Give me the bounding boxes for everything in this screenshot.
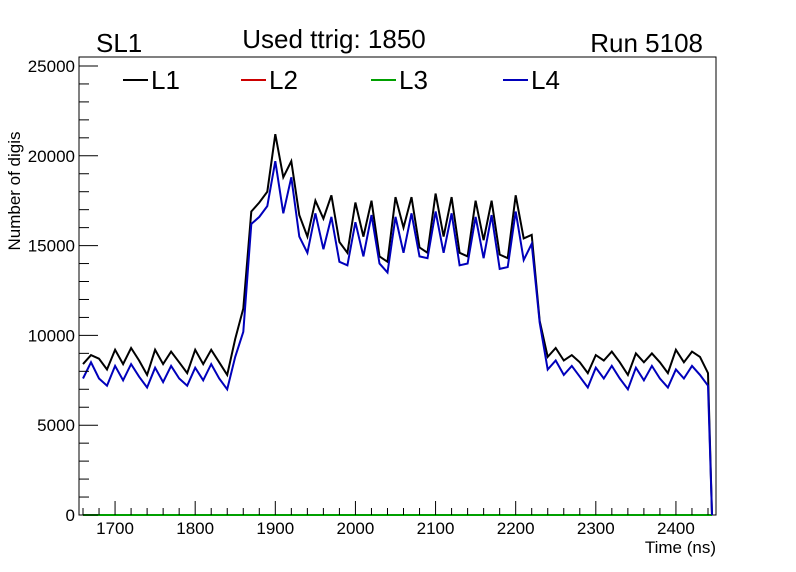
x-tick-label: 1900	[256, 519, 294, 538]
x-tick-label: 2400	[657, 519, 695, 538]
x-tick-label: 1700	[96, 519, 134, 538]
x-tick-label: 1800	[176, 519, 214, 538]
legend: L1 L2 L3 L4	[123, 65, 560, 95]
legend-label-l2: L2	[269, 65, 298, 95]
x-tick-label: 2000	[337, 519, 375, 538]
x-axis-title: Time (ns)	[645, 538, 716, 557]
y-tick-label: 10000	[28, 326, 75, 345]
y-tick-label: 0	[66, 506, 75, 525]
y-tick-label: 20000	[28, 147, 75, 166]
y-tick-label: 5000	[37, 416, 75, 435]
y-tick-label: 25000	[28, 57, 75, 76]
series-line-l1	[82, 134, 713, 516]
x-tick-label: 2100	[417, 519, 455, 538]
legend-label-l1: L1	[151, 65, 180, 95]
x-axis: 1700 1800 1900 2000 2100 2200 2300 2400	[82, 501, 709, 538]
x-tick-label: 2200	[497, 519, 535, 538]
y-axis: 0 5000 10000 15000 20000 25000	[28, 57, 98, 525]
legend-label-l4: L4	[531, 65, 560, 95]
header-right-label: Run 5108	[590, 28, 703, 58]
series-line-l4	[82, 161, 713, 516]
header-left-label: SL1	[96, 28, 142, 58]
y-tick-label: 15000	[28, 237, 75, 256]
series-layer	[82, 134, 713, 516]
header-center-label: Used ttrig: 1850	[242, 24, 426, 54]
x-tick-label: 2300	[577, 519, 615, 538]
y-axis-title: Number of digis	[5, 131, 24, 250]
legend-label-l3: L3	[399, 65, 428, 95]
